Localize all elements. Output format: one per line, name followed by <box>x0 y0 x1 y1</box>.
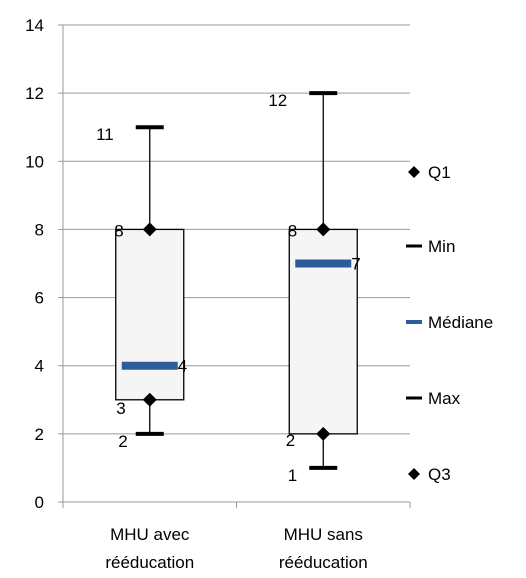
x-tick-label: MHU sans <box>284 525 363 544</box>
box <box>115 228 185 401</box>
q3-marker <box>142 222 157 237</box>
legend-q3-label: Q3 <box>428 465 451 484</box>
data-label: 2 <box>118 432 127 451</box>
legend-q1-marker <box>408 166 420 178</box>
boxes <box>115 91 358 470</box>
data-label: 2 <box>286 431 295 450</box>
legend-q3-marker <box>408 468 420 480</box>
y-tick-label: 14 <box>25 16 44 35</box>
y-tick-label: 2 <box>35 425 44 444</box>
x-tick-label: rééducation <box>279 553 368 572</box>
data-label: 11 <box>96 125 114 144</box>
x-tick-label: MHU avec <box>110 525 190 544</box>
legend: Q1 Min Médiane Max Q3 <box>406 163 493 484</box>
y-tick-label: 6 <box>35 289 44 308</box>
q1-marker <box>142 392 157 407</box>
data-label: 12 <box>268 91 287 110</box>
legend-max-label: Max <box>428 389 461 408</box>
y-tick-label: 8 <box>35 220 44 239</box>
x-tick-label: rééducation <box>105 553 194 572</box>
y-tick-label: 0 <box>35 493 44 512</box>
y-tick-labels: 0 2 4 6 8 10 12 14 <box>25 16 44 512</box>
data-label: 7 <box>351 255 360 274</box>
axes <box>58 24 411 508</box>
data-label: 1 <box>288 466 297 485</box>
data-label: 8 <box>114 221 123 240</box>
legend-median-label: Médiane <box>428 313 493 332</box>
x-tick-labels: MHU avec rééducation MHU sans rééducation <box>105 525 367 572</box>
y-tick-label: 10 <box>25 152 44 171</box>
y-tick-label: 4 <box>35 357 44 376</box>
data-label: 8 <box>288 221 297 240</box>
data-label: 3 <box>116 399 125 418</box>
legend-q1-label: Q1 <box>428 163 451 182</box>
q1-marker <box>316 426 331 441</box>
data-label: 4 <box>178 357 187 376</box>
legend-min-label: Min <box>428 237 455 256</box>
q3-marker <box>316 222 331 237</box>
y-tick-label: 12 <box>25 84 44 103</box>
